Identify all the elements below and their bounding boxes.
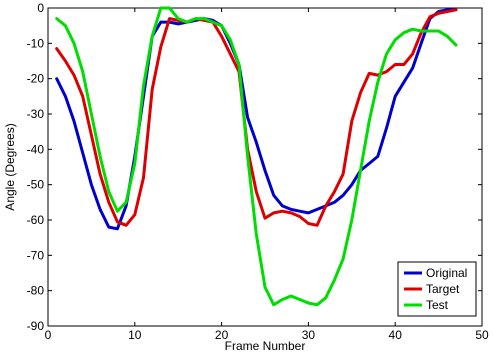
y-tick-label: -10 <box>27 36 45 50</box>
y-tick-label: 0 <box>37 1 44 15</box>
y-tick-label: -70 <box>27 248 45 262</box>
y-tick-label: -50 <box>27 178 45 192</box>
x-tick-label: 0 <box>45 328 52 342</box>
y-tick-label: -30 <box>27 107 45 121</box>
x-tick-label: 20 <box>215 328 229 342</box>
series-line-original <box>55 8 458 231</box>
x-axis: 0 10 20 30 40 50 <box>45 8 489 342</box>
x-tick-label: 10 <box>128 328 142 342</box>
y-tick-label: -90 <box>27 319 45 333</box>
series-line-target <box>55 8 458 227</box>
y-tick-label: -40 <box>27 142 45 156</box>
x-tick-label: 40 <box>389 328 403 342</box>
legend-label-target: Target <box>426 282 460 296</box>
series-layer <box>55 6 458 307</box>
y-axis: 0 -10 -20 -30 -40 -50 -60 -70 -80 -90 <box>27 1 482 333</box>
legend-label-original: Original <box>426 266 467 280</box>
legend: Original Target Test <box>397 261 477 317</box>
x-tick-label: 30 <box>302 328 316 342</box>
y-tick-label: -80 <box>27 284 45 298</box>
x-axis-label: Frame Number <box>225 339 306 353</box>
y-tick-label: -60 <box>27 213 45 227</box>
y-axis-label: Angle (Degrees) <box>3 123 17 210</box>
y-tick-label: -20 <box>27 72 45 86</box>
legend-label-test: Test <box>426 298 449 312</box>
series-line-test <box>55 6 458 307</box>
x-tick-label: 50 <box>475 328 489 342</box>
